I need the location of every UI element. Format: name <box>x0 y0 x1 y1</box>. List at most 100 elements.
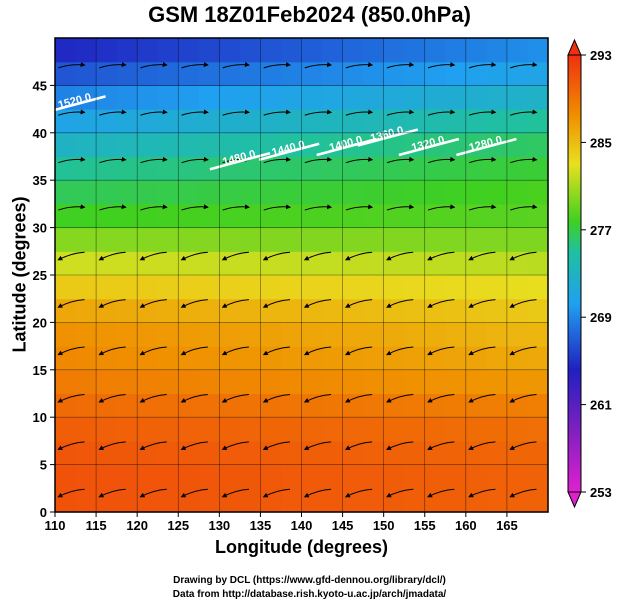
field-cell <box>301 156 323 181</box>
streamline <box>58 109 86 116</box>
field-cell <box>486 417 508 442</box>
field-cell <box>116 109 138 134</box>
x-tick-label: 155 <box>414 518 436 533</box>
field-cell <box>75 464 97 489</box>
streamline <box>345 204 374 211</box>
field-cell <box>178 322 200 347</box>
field-cell <box>116 180 138 205</box>
field-cell <box>404 156 426 181</box>
field-cell <box>157 109 179 134</box>
field-cell <box>239 440 262 466</box>
field-cell <box>363 275 385 300</box>
field-cell <box>404 203 426 229</box>
field-cell <box>137 346 159 371</box>
field-cell <box>506 109 529 134</box>
y-axis-label: Latitude (degrees) <box>9 196 30 353</box>
field-cell <box>445 369 467 395</box>
field-cell <box>445 417 467 442</box>
field-cell <box>157 132 179 158</box>
streamline <box>386 251 414 261</box>
field-cell <box>322 203 344 229</box>
field-cell <box>219 369 241 395</box>
field-cell <box>486 275 508 300</box>
field-cell <box>280 322 303 347</box>
field-cell <box>219 132 241 158</box>
field-cell <box>445 61 467 86</box>
streamline <box>468 204 497 211</box>
streamline <box>345 62 374 69</box>
colorbar-max-arrow <box>567 38 582 56</box>
field-cell <box>506 61 529 86</box>
streamline <box>468 109 497 116</box>
field-cell <box>178 109 200 134</box>
field-cell <box>116 346 138 371</box>
field-cell <box>322 156 344 181</box>
streamline <box>468 393 496 403</box>
y-tick-label: 45 <box>33 78 47 93</box>
field-cell <box>363 85 385 110</box>
field-cell <box>404 227 426 252</box>
field-cell <box>157 369 179 395</box>
field-cell <box>198 488 220 513</box>
colorbar-tick-label: 277 <box>590 223 612 238</box>
field-cell <box>116 369 138 395</box>
field-cell <box>239 227 262 252</box>
streamline <box>386 156 415 164</box>
field-cell <box>157 156 179 181</box>
streamline <box>468 156 497 164</box>
field-cell <box>527 156 549 181</box>
field-cell <box>424 38 446 63</box>
field-cell <box>363 346 385 371</box>
field-cell <box>506 417 529 442</box>
field-cell <box>137 109 159 134</box>
field-cell <box>342 156 364 181</box>
field-cell <box>445 251 467 276</box>
field-cell <box>383 85 405 110</box>
field-cell <box>260 275 282 300</box>
field-cell <box>486 61 508 86</box>
field-cell <box>75 251 97 276</box>
field-cell <box>383 488 405 513</box>
field-cell <box>301 38 323 63</box>
field-cell <box>137 85 159 110</box>
field-cell <box>445 393 467 418</box>
field-cell <box>486 488 508 513</box>
field-cell <box>424 488 446 513</box>
field-cell <box>260 322 282 347</box>
field-cell <box>178 132 200 158</box>
field-cell <box>219 251 241 276</box>
field-cell <box>96 417 118 442</box>
field-cell <box>342 440 364 466</box>
x-axis-label: Longitude (degrees) <box>214 537 388 557</box>
field-cell <box>506 156 529 181</box>
field-cell <box>116 156 138 181</box>
streamline <box>99 204 127 211</box>
streamline <box>509 251 537 261</box>
field-cell <box>363 322 385 347</box>
streamline <box>180 393 208 403</box>
field-cell <box>260 132 282 158</box>
field-cell <box>383 38 405 63</box>
field-cell <box>506 275 529 300</box>
field-cell <box>239 393 262 418</box>
field-cell <box>301 417 323 442</box>
field-cell <box>239 346 262 371</box>
field-cell <box>178 203 200 229</box>
streamline <box>140 156 168 164</box>
field-cell <box>322 393 344 418</box>
field-cell <box>486 393 508 418</box>
streamline <box>221 441 249 450</box>
field-cell <box>424 298 446 323</box>
streamline <box>468 441 496 450</box>
field-cell <box>363 464 385 489</box>
field-cell <box>486 203 508 229</box>
field-cell <box>527 203 549 229</box>
field-cell <box>157 417 179 442</box>
streamline <box>139 299 167 308</box>
field-cell <box>301 203 323 229</box>
field-cell <box>301 251 323 276</box>
field-cell <box>486 180 508 205</box>
field-cell <box>157 180 179 205</box>
field-cell <box>363 227 385 252</box>
